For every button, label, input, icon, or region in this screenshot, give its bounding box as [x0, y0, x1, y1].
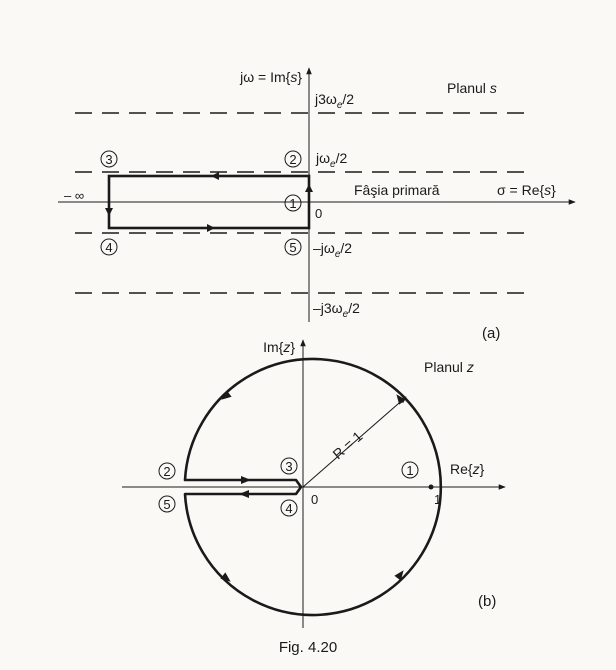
svg-text:2: 2	[163, 464, 170, 479]
contour-arrow-notch-bottom	[239, 490, 249, 498]
tick-label-jwe2: jωe/2	[315, 150, 347, 170]
marker-4-b: 4	[280, 499, 298, 517]
svg-text:2: 2	[289, 152, 296, 167]
panel-a-s-plane: jω = Im{s} Planul s j3ωe/2 jωe/2 –jωe/2 …	[58, 67, 576, 342]
marker-3-a: 3	[100, 150, 118, 168]
panel-b-label: (b)	[478, 593, 496, 610]
marker-4-a: 4	[100, 238, 118, 256]
unit-point-dot	[428, 484, 434, 490]
contour-arrow-right-up	[305, 184, 313, 192]
svg-text:1: 1	[289, 196, 296, 211]
marker-3-b: 3	[280, 457, 298, 475]
svg-text:5: 5	[163, 497, 170, 512]
svg-text:3: 3	[285, 459, 292, 474]
marker-1-a: 1	[284, 194, 302, 212]
z-plane-origin-label: 0	[311, 492, 318, 507]
z-plane-real-axis-label: Re{z}	[450, 461, 485, 477]
contour-arrow-lower-right	[394, 570, 404, 581]
marker-2-a: 2	[284, 150, 302, 168]
contour-arrow-lower-left	[220, 572, 231, 582]
s-plane-title: Planul s	[447, 80, 497, 96]
marker-1-b: 1	[401, 461, 419, 479]
minus-infinity-label: – ∞	[64, 188, 84, 203]
svg-text:5: 5	[289, 240, 296, 255]
strip-label: Fâşia primară	[354, 182, 440, 198]
marker-2-b: 2	[158, 462, 176, 480]
svg-text:3: 3	[105, 152, 112, 167]
tick-label-minus-j3we2: –j3ωe/2	[313, 300, 360, 320]
tick-label-minus-jwe2: –jωe/2	[313, 240, 352, 260]
panel-a-label: (a)	[482, 325, 500, 342]
s-plane-origin-label: 0	[315, 206, 322, 221]
svg-text:4: 4	[105, 240, 112, 255]
s-plane-imag-axis-label: jω = Im{s}	[239, 69, 302, 85]
unit-tick-label: 1	[434, 492, 441, 507]
marker-5-a: 5	[284, 238, 302, 256]
svg-text:4: 4	[285, 501, 292, 516]
figure-caption: Fig. 4.20	[279, 639, 337, 656]
radius-label: R = 1	[329, 428, 365, 462]
s-plane-real-axis-label: σ = Re{s}	[497, 182, 556, 198]
z-plane-title: Planul z	[424, 359, 474, 375]
contour-arrow-upper-right	[396, 394, 406, 405]
contour-arrow-top-left	[211, 172, 219, 180]
marker-5-b: 5	[158, 495, 176, 513]
svg-text:1: 1	[406, 463, 413, 478]
tick-label-j3we2: j3ωe/2	[314, 91, 354, 111]
contour-arrow-left-down	[105, 208, 113, 216]
z-plane-imag-axis-label: Im{z}	[263, 339, 295, 355]
contour-arrow-bottom-right	[207, 224, 215, 232]
contour-arrow-notch-top	[241, 476, 251, 484]
panel-b-z-plane: R = 1 Im{z} Planul z Re{z} 0 1 1 2 3	[122, 339, 506, 628]
contour-arrow-upper-left	[221, 390, 232, 400]
unit-radius-line	[302, 396, 407, 488]
